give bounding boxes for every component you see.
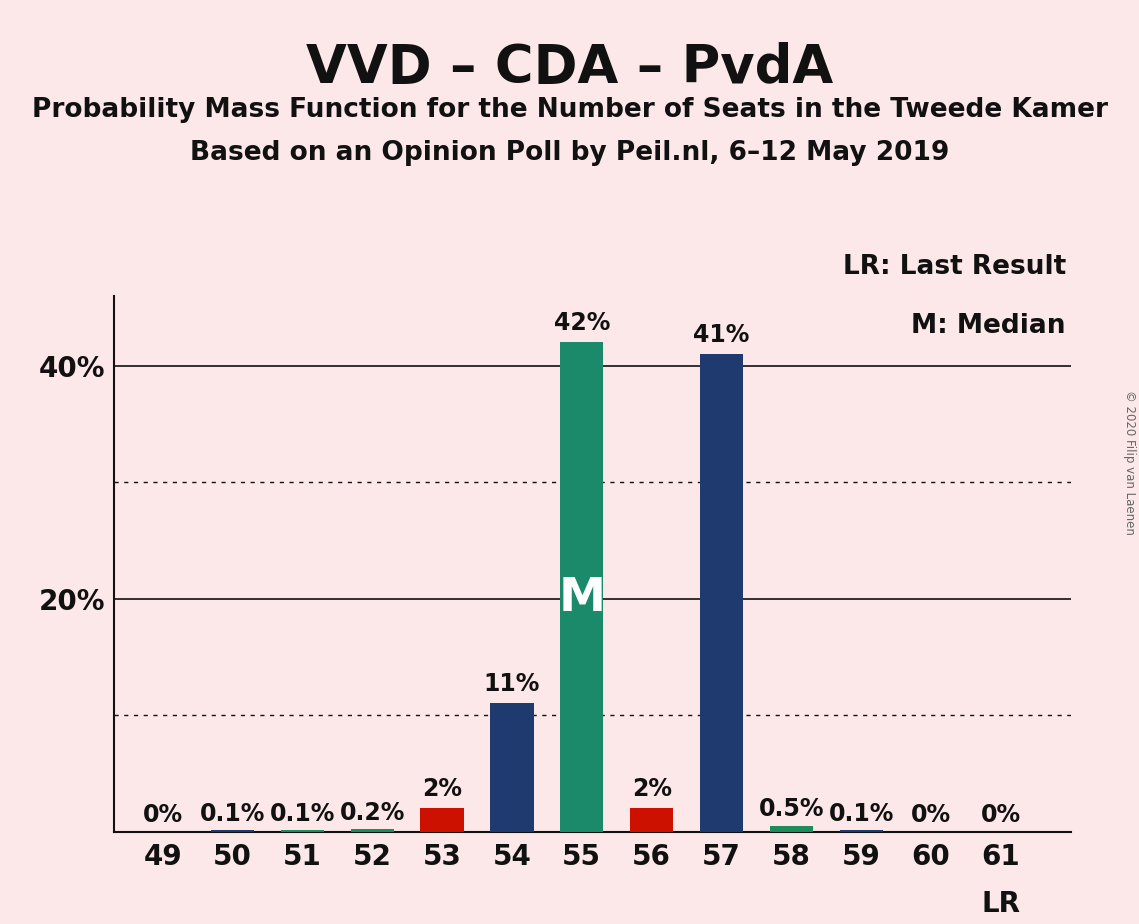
Text: VVD – CDA – PvdA: VVD – CDA – PvdA (306, 42, 833, 93)
Bar (490, 703, 533, 832)
Bar (839, 831, 883, 832)
Text: LR: LR (982, 890, 1021, 918)
Text: 0%: 0% (911, 803, 951, 827)
Text: 0%: 0% (981, 803, 1021, 827)
Text: LR: Last Result: LR: Last Result (843, 253, 1066, 280)
Text: 0.2%: 0.2% (339, 800, 405, 824)
Text: 2%: 2% (632, 777, 672, 801)
Bar (560, 342, 604, 832)
Bar (699, 354, 743, 832)
Bar (770, 826, 813, 832)
Bar (211, 831, 254, 832)
Text: 0.5%: 0.5% (759, 797, 823, 821)
Bar (420, 808, 464, 832)
Text: 11%: 11% (484, 673, 540, 697)
Text: 2%: 2% (423, 777, 462, 801)
Text: 0%: 0% (142, 803, 183, 827)
Text: 0.1%: 0.1% (200, 802, 265, 826)
Text: 42%: 42% (554, 311, 611, 335)
Text: © 2020 Filip van Laenen: © 2020 Filip van Laenen (1123, 390, 1137, 534)
Text: 41%: 41% (694, 323, 749, 346)
Text: 0.1%: 0.1% (828, 802, 894, 826)
Bar (351, 829, 394, 832)
Text: 0.1%: 0.1% (270, 802, 335, 826)
Text: M: M (558, 576, 605, 621)
Bar (281, 831, 325, 832)
Bar (630, 808, 673, 832)
Text: Based on an Opinion Poll by Peil.nl, 6–12 May 2019: Based on an Opinion Poll by Peil.nl, 6–1… (190, 140, 949, 166)
Text: M: Median: M: Median (911, 312, 1066, 338)
Text: Probability Mass Function for the Number of Seats in the Tweede Kamer: Probability Mass Function for the Number… (32, 97, 1107, 123)
